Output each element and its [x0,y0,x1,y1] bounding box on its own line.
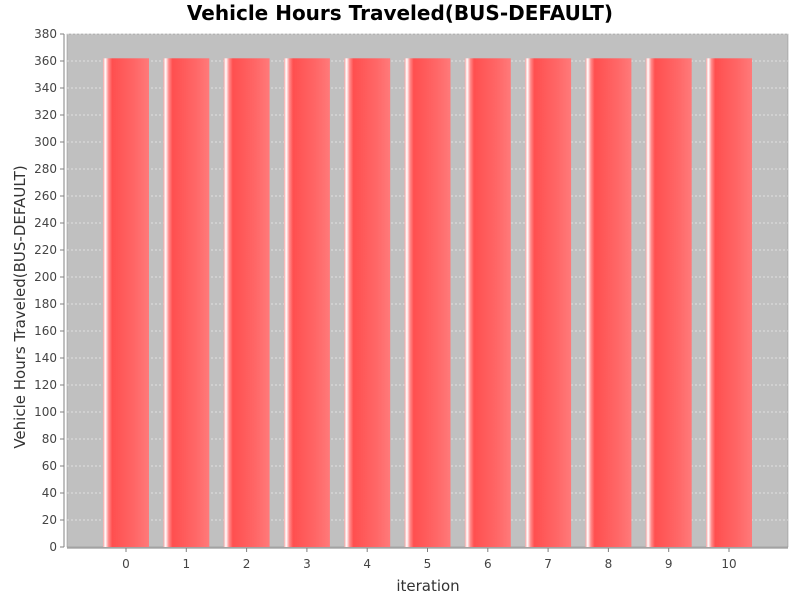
y-tick-label: 20 [42,513,57,527]
bar [525,58,572,548]
y-tick-label: 360 [34,54,57,68]
bar [706,58,752,548]
y-tick-label: 380 [34,27,57,41]
y-tick-label: 320 [34,108,57,122]
x-axis-title: iteration [396,577,459,595]
x-axis: 0 1 2 3 4 5 6 7 8 9 10 [122,548,737,571]
x-tick-label: 2 [243,557,251,571]
bar [585,58,632,548]
y-tick-label: 0 [49,540,57,554]
bar [283,58,330,548]
y-tick-label: 220 [34,243,57,257]
y-tick-label: 260 [34,189,57,203]
x-tick-label: 3 [303,557,311,571]
x-tick-label: 8 [605,557,613,571]
bar [344,58,391,548]
x-tick-label: 7 [544,557,552,571]
x-tick-label: 0 [122,557,130,571]
bar [464,58,511,548]
y-axis: 0 20 40 60 80 100 120 140 160 180 200 220 240 260 280 3… [34,27,64,554]
x-tick-label: 10 [721,557,736,571]
x-tick-label: 5 [424,557,432,571]
bar-series [103,58,752,548]
bar [645,58,692,548]
y-tick-label: 80 [42,432,57,446]
y-tick-label: 40 [42,486,57,500]
x-tick-label: 4 [363,557,371,571]
y-tick-label: 240 [34,216,57,230]
y-tick-label: 120 [34,378,57,392]
bar [404,58,451,548]
bar [103,58,149,548]
chart-title: Vehicle Hours Traveled(BUS-DEFAULT) [187,1,613,25]
x-tick-label: 9 [665,557,673,571]
y-tick-label: 300 [34,135,57,149]
y-tick-label: 60 [42,459,57,473]
bar [223,58,270,548]
y-tick-label: 200 [34,270,57,284]
y-tick-label: 160 [34,324,57,338]
x-tick-label: 1 [182,557,190,571]
y-tick-label: 140 [34,351,57,365]
y-tick-label: 100 [34,405,57,419]
x-tick-label: 6 [484,557,492,571]
bar [163,58,210,548]
y-tick-label: 180 [34,297,57,311]
y-axis-title: Vehicle Hours Traveled(BUS-DEFAULT) [11,165,29,448]
y-tick-label: 340 [34,81,57,95]
y-tick-label: 280 [34,162,57,176]
